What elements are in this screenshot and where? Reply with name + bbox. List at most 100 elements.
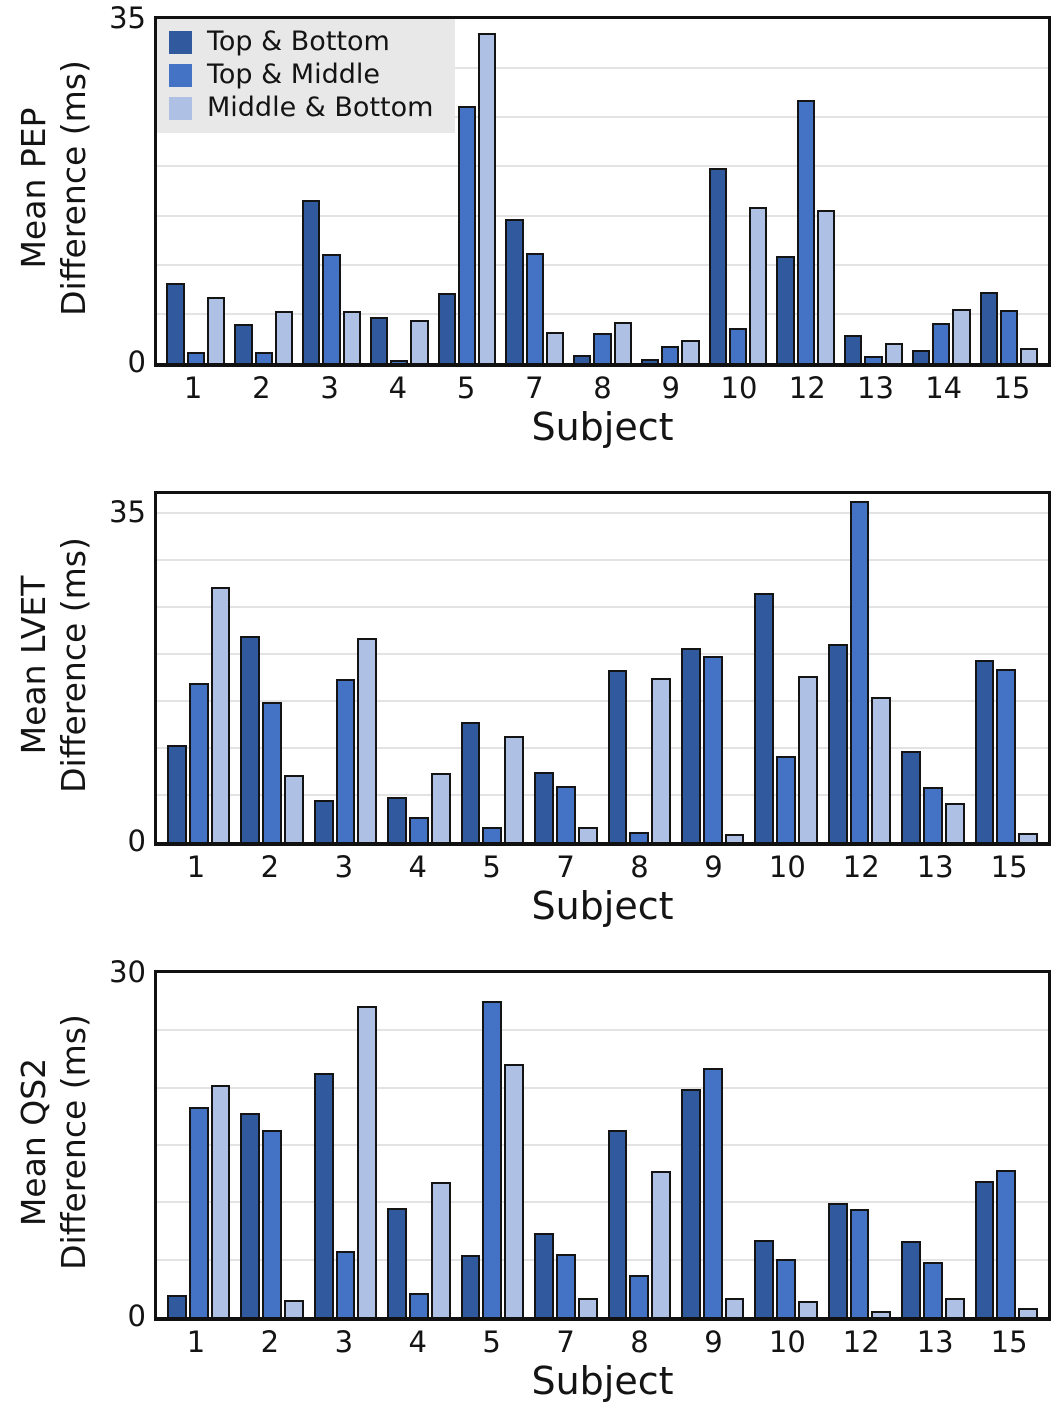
bar	[680, 1088, 701, 1317]
bar	[827, 1203, 848, 1317]
x-tick-label: 12	[788, 371, 826, 405]
x-tick-label: 5	[456, 371, 476, 405]
bar	[724, 834, 745, 842]
bar	[555, 785, 576, 842]
qs2-y-axis-label-line2: Difference (ms)	[54, 1014, 93, 1270]
pep-y-axis-label-line2: Difference (ms)	[54, 60, 93, 316]
x-tick-label: 1	[186, 850, 206, 884]
bar	[923, 786, 943, 842]
bar	[301, 199, 321, 363]
gridline	[157, 1201, 1048, 1204]
bar-group-subject-4	[382, 973, 455, 1317]
bar-group-subject-12	[823, 973, 896, 1317]
gridline	[157, 116, 1048, 119]
x-tick-label: 8	[630, 1325, 649, 1359]
bar	[274, 310, 294, 363]
legend-label-top-middle: Top & Middle	[207, 59, 380, 90]
bar-group-subject-13	[896, 973, 969, 1317]
gridline	[157, 214, 1048, 217]
mean-pep-difference-chart: Mean PEP Difference (ms) 35 0 Top & Bott…	[0, 2, 1051, 449]
bar	[210, 1085, 231, 1317]
bar	[999, 309, 1019, 363]
bar	[342, 310, 361, 363]
x-tick-label: 10	[768, 850, 806, 884]
gridline	[157, 511, 1048, 514]
bar	[437, 293, 456, 363]
bar	[577, 1297, 598, 1317]
bar	[322, 253, 341, 363]
bar	[754, 1240, 775, 1317]
qs2-plot-wrap	[154, 970, 1051, 1321]
bar	[724, 1297, 745, 1317]
x-tick-label: 12	[842, 850, 880, 884]
qs2-y-tick-max: 30	[109, 955, 146, 989]
bar-group-subject-8	[603, 973, 676, 1317]
bar-group-subject-2	[235, 494, 308, 842]
bar	[979, 292, 998, 363]
bar-group-subject-8	[603, 494, 676, 842]
lvet-y-tick-max: 35	[109, 494, 146, 529]
x-tick-label: 8	[630, 850, 649, 884]
bar	[640, 359, 660, 363]
x-tick-label: 13	[857, 371, 894, 405]
bar	[884, 343, 903, 363]
bar	[284, 1299, 304, 1317]
bar	[680, 648, 701, 842]
x-tick-label: 3	[334, 1325, 354, 1359]
gridline	[157, 1258, 1048, 1261]
pep-x-axis-label: Subject	[531, 405, 674, 449]
bar	[952, 308, 971, 363]
bar	[577, 826, 598, 842]
bar	[681, 340, 700, 363]
bar-group-subject-2	[230, 19, 298, 363]
bar	[188, 683, 209, 842]
bar	[1018, 1307, 1039, 1317]
lvet-x-ticks: 1 2 3 4 5 7 8 9 10 12 13 15	[154, 850, 1051, 884]
bar	[166, 745, 187, 842]
lvet-y-tick-zero: 0	[127, 824, 146, 858]
bar-group-subject-12	[823, 494, 896, 842]
x-tick-label: 9	[704, 850, 723, 884]
x-tick-label: 15	[990, 1325, 1028, 1359]
bar-group-subject-8	[569, 19, 637, 363]
bar	[661, 346, 680, 363]
x-tick-label: 9	[704, 1325, 723, 1359]
gridline	[157, 312, 1048, 315]
bar	[186, 352, 206, 363]
bar	[816, 209, 836, 363]
bar	[313, 799, 334, 842]
bar	[254, 352, 273, 363]
bar	[387, 1208, 408, 1317]
bar	[651, 678, 671, 842]
x-tick-label: 2	[260, 1325, 280, 1359]
x-tick-label: 15	[993, 371, 1031, 405]
pep-y-tick-max: 35	[109, 1, 146, 35]
x-tick-label: 1	[186, 1325, 206, 1359]
bar-group-subject-1	[162, 494, 235, 842]
bar-group-subject-15	[975, 19, 1043, 363]
bar-group-subject-10	[749, 494, 822, 842]
bar	[369, 316, 389, 363]
bars-layer	[157, 973, 1048, 1317]
bar-group-subject-3	[309, 973, 382, 1317]
x-tick-label: 10	[720, 371, 758, 405]
bar-group-subject-9	[636, 19, 704, 363]
bar	[166, 283, 185, 363]
bar	[864, 356, 883, 363]
gridline	[157, 67, 1048, 70]
qs2-x-ticks: 1 2 3 4 5 7 8 9 10 12 13 15	[154, 1325, 1051, 1359]
legend-label-middle-bottom: Middle & Bottom	[207, 92, 434, 123]
gridline	[157, 1144, 1048, 1146]
lvet-y-ticks: 35 0	[108, 491, 154, 857]
bar	[409, 1292, 429, 1317]
bar	[944, 803, 965, 842]
x-tick-label: 13	[916, 850, 954, 884]
bar	[702, 655, 723, 842]
bar-group-subject-9	[676, 494, 749, 842]
pep-plot-area: Top & Bottom Top & Middle Middle & Botto…	[154, 16, 1051, 367]
gridline	[157, 793, 1048, 796]
x-tick-label: 2	[260, 850, 280, 884]
qs2-y-tick-zero: 0	[127, 1299, 146, 1333]
bar	[796, 99, 815, 363]
